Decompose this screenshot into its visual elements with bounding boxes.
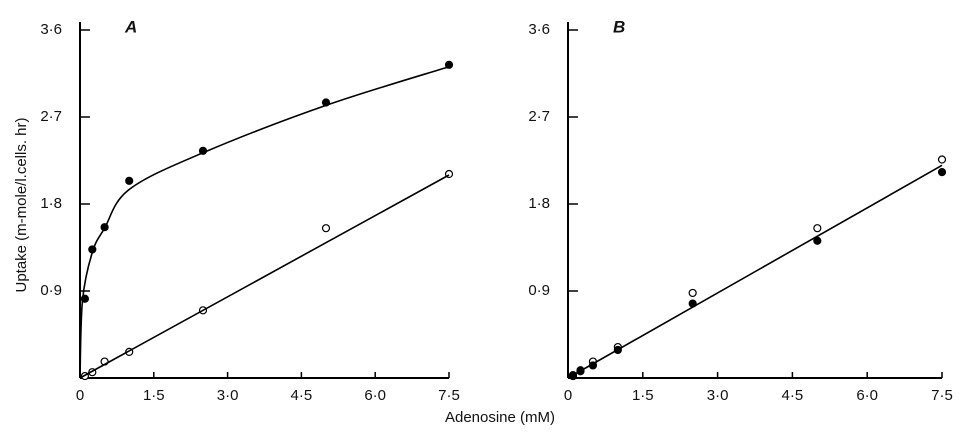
y-tick-label: 2·7 (528, 108, 550, 125)
data-point (125, 176, 134, 185)
y-tick-label: 1·8 (40, 195, 62, 212)
x-tick-label: 1·5 (143, 387, 165, 404)
data-point (688, 288, 697, 298)
y-tick-label: 0·9 (40, 282, 62, 299)
y-axis-label: Uptake (m-mole/l.cells. hr) (13, 117, 30, 292)
x-tick-label: 7·5 (438, 387, 460, 404)
x-tick-label: 0 (564, 387, 572, 404)
x-tick-label: 0 (76, 387, 84, 404)
data-point (937, 168, 947, 177)
x-tick-label: 6·0 (856, 387, 878, 404)
y-tick-label: 3·6 (528, 21, 550, 38)
fit-line (567, 164, 943, 379)
x-tick-label: 7·5 (931, 387, 953, 404)
y-tick-label: 2·7 (40, 108, 62, 125)
data-point (321, 224, 331, 233)
data-point (937, 155, 947, 164)
data-point (813, 236, 822, 245)
data-point (813, 224, 822, 233)
x-tick-label: 3·0 (707, 387, 729, 404)
panel-title: A (124, 17, 137, 36)
x-tick-label: 1·5 (632, 387, 654, 404)
y-tick-label: 3·6 (40, 21, 62, 38)
y-tick-label: 0·9 (528, 282, 550, 299)
y-tick-label: 1·8 (528, 195, 550, 212)
x-tick-label: 4·5 (782, 387, 804, 404)
panel-title: B (613, 17, 625, 36)
fit-line (79, 65, 450, 379)
x-tick-label: 6·0 (364, 387, 386, 404)
x-axis-label: Adenosine (mM) (445, 409, 555, 426)
x-tick-label: 4·5 (291, 387, 313, 404)
x-tick-label: 3·0 (217, 387, 239, 404)
fit-line (79, 174, 450, 379)
